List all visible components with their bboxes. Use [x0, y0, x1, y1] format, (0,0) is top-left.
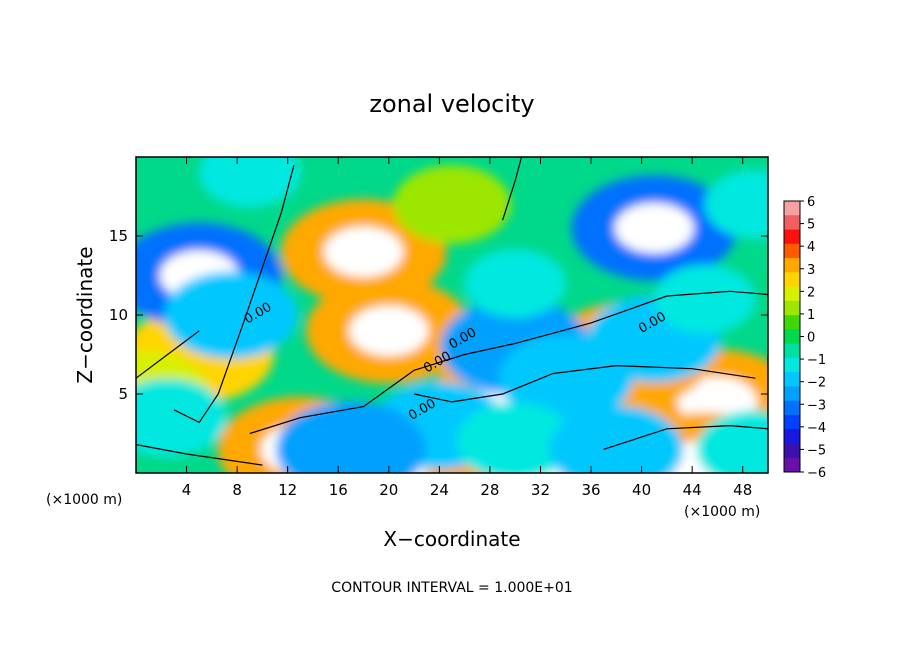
- colorbar-swatch: [784, 258, 800, 273]
- colorbar-swatch: [784, 400, 800, 416]
- colorbar-swatch: [784, 272, 800, 288]
- colorbar-swatch: [784, 357, 800, 373]
- colorbar-swatch: [784, 329, 800, 345]
- x-tick-label: 12: [278, 481, 297, 499]
- x-tick-label: 48: [733, 481, 752, 499]
- contour-interval-footer: CONTOUR INTERVAL = 1.000E+01: [331, 580, 572, 596]
- x-tick-label: 32: [531, 481, 550, 499]
- velocity-minimum-blob: [704, 169, 768, 239]
- colorbar: 6 5 4 3 2 1 0 −1 −2 −3 −4 −5 −6: [783, 195, 826, 481]
- x-tick-label: 4: [182, 481, 192, 499]
- heatmap-field: [136, 157, 768, 473]
- colorbar-tick-label: −6: [807, 466, 826, 481]
- x-tick-label: 40: [632, 481, 651, 499]
- x-tick-label: 36: [581, 481, 600, 499]
- colorbar-tick-label: −1: [807, 353, 826, 368]
- colorbar-swatch: [784, 286, 800, 302]
- colorbar-tick-label: −3: [807, 398, 826, 413]
- y-axis-label: Z−coordinate: [73, 246, 97, 383]
- colorbar-tick-label: −5: [807, 443, 826, 458]
- colorbar-swatch: [784, 201, 800, 216]
- y-tick-label: 10: [109, 306, 128, 324]
- zero-contour: [413, 364, 756, 403]
- heatmap-plot-area: 0.000.000.000.000.00: [135, 156, 769, 474]
- velocity-maximum-blob: [280, 199, 447, 305]
- colorbar-tick-label: 4: [807, 240, 815, 255]
- colorbar-tick-label: 3: [807, 263, 815, 278]
- zero-contour: [502, 157, 523, 221]
- zero-contour: [173, 164, 295, 424]
- velocity-minimum-blob: [464, 248, 567, 318]
- colorbar-swatch: [784, 315, 800, 330]
- y-axis-ticks: 5 10 15: [109, 227, 768, 403]
- colorbar-swatch: [784, 300, 800, 316]
- colorbar-swatch: [784, 229, 800, 245]
- velocity-minimum-blob: [653, 264, 756, 334]
- colorbar-tick-label: 6: [807, 195, 815, 210]
- colorbar-swatch: [784, 243, 800, 259]
- zero-contour: [249, 290, 768, 435]
- colorbar-swatch: [784, 215, 800, 231]
- x-tick-label: 16: [329, 481, 348, 499]
- x-tick-label: 44: [683, 481, 702, 499]
- zero-contour: [603, 424, 768, 450]
- velocity-minimum-blob: [136, 378, 227, 457]
- chart-title: zonal velocity: [369, 90, 534, 118]
- y-tick-label: 15: [109, 227, 128, 245]
- colorbar-tick-label: 5: [807, 218, 815, 233]
- colorbar-tick-label: 0: [807, 331, 815, 346]
- colorbar-swatch: [784, 414, 800, 430]
- x-axis-unit-note: (×1000 m): [684, 504, 760, 520]
- velocity-minimum-blob: [549, 405, 684, 473]
- velocity-minimum-blob: [571, 175, 738, 281]
- colorbar-swatch: [784, 372, 800, 387]
- x-axis-label: X−coordinate: [383, 527, 520, 551]
- x-axis-ticks: 4 8 12 16 20 24 28 32 36 40 44 48: [182, 157, 752, 499]
- y-axis-unit-note: (×1000 m): [46, 492, 122, 508]
- velocity-minimum-blob: [276, 401, 426, 473]
- colorbar-swatch: [784, 386, 800, 402]
- colorbar-tick-label: 2: [807, 285, 815, 300]
- colorbar-tick-label: −2: [807, 376, 826, 391]
- x-tick-label: 8: [232, 481, 242, 499]
- zero-contour: [136, 330, 200, 379]
- velocity-maximum-blob: [393, 165, 511, 244]
- colorbar-swatch: [784, 457, 800, 473]
- colorbar-tick-label: −4: [807, 421, 826, 436]
- x-tick-label: 20: [379, 481, 398, 499]
- zero-contour: [136, 444, 263, 466]
- x-tick-label: 24: [430, 481, 449, 499]
- velocity-minimum-blob: [198, 157, 301, 208]
- velocity-maximum-blob: [305, 278, 472, 384]
- y-tick-label: 5: [118, 385, 128, 403]
- colorbar-swatch: [784, 343, 800, 359]
- colorbar-swatch: [784, 443, 800, 459]
- colorbar-swatch: [784, 429, 800, 444]
- x-tick-label: 28: [480, 481, 499, 499]
- velocity-minimum-blob: [163, 271, 298, 359]
- colorbar-tick-label: 1: [807, 308, 815, 323]
- velocity-minimum-blob: [456, 402, 575, 473]
